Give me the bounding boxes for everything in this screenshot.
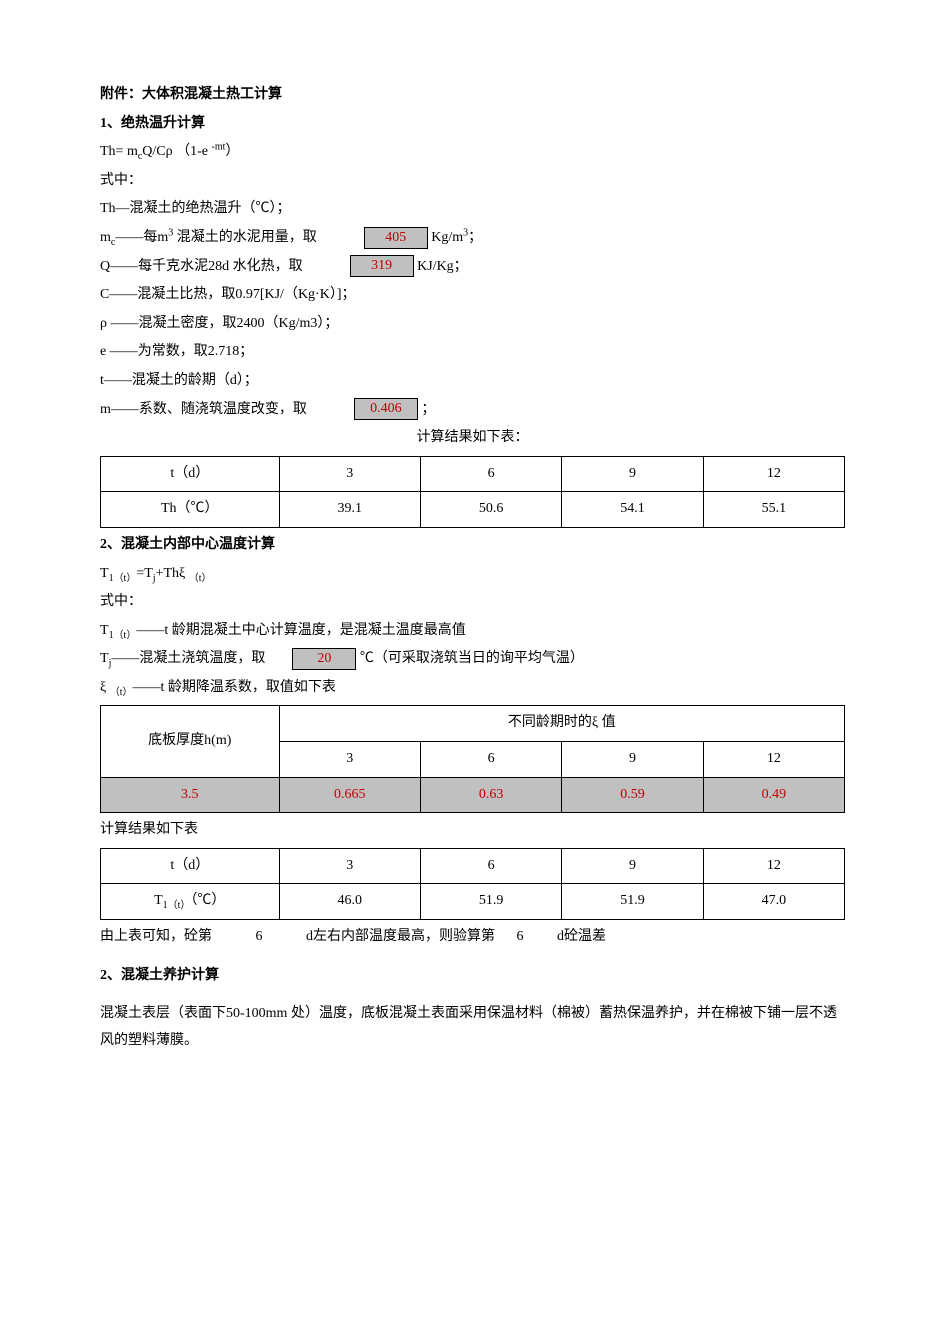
- value: 6: [256, 929, 263, 944]
- table-cell: 6: [420, 456, 561, 492]
- formula-sup: -mt: [212, 142, 226, 153]
- table-cell: 底板厚度h(m): [101, 706, 280, 777]
- table-cell: 39.1: [279, 492, 420, 528]
- text: ——t 龄期混凝土中心计算温度，是混凝土温度最高值: [136, 623, 465, 638]
- text: +Thξ: [156, 566, 189, 581]
- table-cell: 3: [279, 848, 420, 884]
- text: ；: [421, 402, 435, 417]
- table-row: 3.5 0.665 0.63 0.59 0.49: [101, 777, 845, 813]
- sub: 1（t）: [109, 629, 137, 640]
- s2-conclusion: 由上表可知，砼第 6 d左右内部温度最高，则验算第 6 d砼温差: [100, 924, 845, 951]
- s2-result-caption: 计算结果如下表: [100, 817, 845, 844]
- s1-line-mc: mc——每m3 混凝土的水泥用量，取 405 Kg/m3；: [100, 225, 845, 252]
- text: =T: [136, 566, 152, 581]
- table-cell: 6: [420, 742, 561, 778]
- s2-line-xi: ξ （t）——t 龄期降温系数，取值如下表: [100, 675, 845, 702]
- table-cell: 0.59: [562, 777, 703, 813]
- table-cell: 3.5: [101, 777, 280, 813]
- table-row: t（d） 3 6 9 12: [101, 456, 845, 492]
- formula-text: Q/Cρ （1-e: [142, 144, 211, 159]
- text: ℃（可采取浇筑当日的询平均气温）: [360, 651, 584, 666]
- table-cell: 51.9: [562, 884, 703, 920]
- table-cell: 46.0: [279, 884, 420, 920]
- unit: KJ/Kg；: [417, 259, 468, 274]
- table-row: t（d） 3 6 9 12: [101, 848, 845, 884]
- table-cell: 6: [420, 848, 561, 884]
- section2-heading: 2、混凝土内部中心温度计算: [100, 532, 845, 559]
- table-cell: 3: [279, 456, 420, 492]
- table-cell: 55.1: [703, 492, 844, 528]
- text: m: [100, 230, 111, 245]
- text: ——t 龄期降温系数，取值如下表: [133, 680, 336, 695]
- text: T: [100, 651, 109, 666]
- value: 6: [517, 929, 524, 944]
- table-row: 底板厚度h(m) 不同龄期时的ξ 值: [101, 706, 845, 742]
- sub: （t）: [110, 687, 133, 698]
- table-cell: 47.0: [703, 884, 844, 920]
- text: ——每m: [115, 230, 168, 245]
- s1-line-c: C——混凝土比热，取0.97[KJ/（Kg·K）]；: [100, 282, 845, 309]
- section3-heading: 2、混凝土养护计算: [100, 963, 845, 990]
- formula-text: Th= m: [100, 144, 138, 159]
- text: ξ: [100, 680, 110, 695]
- table-cell: 0.665: [279, 777, 420, 813]
- text: d左右内部温度最高，则验算第: [306, 929, 495, 944]
- table2: 底板厚度h(m) 不同龄期时的ξ 值 3 6 9 12 3.5 0.665 0.…: [100, 705, 845, 813]
- table-cell: 51.9: [420, 884, 561, 920]
- table-cell: 3: [279, 742, 420, 778]
- table-cell: t（d）: [101, 848, 280, 884]
- table-cell: 12: [703, 848, 844, 884]
- text: m——系数、随浇筑温度改变，取: [100, 402, 307, 417]
- text: 混凝土的水泥用量，取: [173, 230, 317, 245]
- table-cell: t（d）: [101, 456, 280, 492]
- section1-heading: 1、绝热温升计算: [100, 111, 845, 138]
- tj-input[interactable]: 20: [292, 648, 356, 670]
- s2-line-tj: Tj——混凝土浇筑温度，取 20 ℃（可采取浇筑当日的询平均气温）: [100, 646, 845, 673]
- sub: （t）: [189, 572, 212, 583]
- s1-line-e: e ——为常数，取2.718；: [100, 339, 845, 366]
- text: d砼温差: [557, 929, 606, 944]
- table1: t（d） 3 6 9 12 Th（℃） 39.1 50.6 54.1 55.1: [100, 456, 845, 528]
- table-row: Th（℃） 39.1 50.6 54.1 55.1: [101, 492, 845, 528]
- text: T: [100, 623, 109, 638]
- text: 由上表可知，砼第: [100, 929, 212, 944]
- text: T: [100, 566, 109, 581]
- table-cell: Th（℃）: [101, 492, 280, 528]
- m-input[interactable]: 0.406: [354, 398, 418, 420]
- table-cell: 0.49: [703, 777, 844, 813]
- text: ——混凝土浇筑温度，取: [111, 651, 265, 666]
- q-input[interactable]: 319: [350, 255, 414, 277]
- table-cell: 54.1: [562, 492, 703, 528]
- s1-shizhong: 式中：: [100, 168, 845, 195]
- s1-formula: Th= mcQ/Cρ （1-e -mt）: [100, 139, 845, 166]
- table-cell: 12: [703, 742, 844, 778]
- table-row: T1（t）（℃） 46.0 51.9 51.9 47.0: [101, 884, 845, 920]
- sub: 1（t）: [109, 572, 137, 583]
- s1-line-q: Q——每千克水泥28d 水化热，取 319 KJ/Kg；: [100, 254, 845, 281]
- s1-line-th: Th—混凝土的绝热温升（℃）；: [100, 196, 845, 223]
- table-cell: 9: [562, 848, 703, 884]
- s3-paragraph: 混凝土表层（表面下50-100mm 处）温度，底板混凝土表面采用保温材料（棉被）…: [100, 1001, 845, 1054]
- table-cell: 9: [562, 742, 703, 778]
- table-cell: 0.63: [420, 777, 561, 813]
- s1-line-t: t——混凝土的龄期（d）；: [100, 368, 845, 395]
- formula-text: ）: [225, 144, 239, 159]
- table-cell: 不同龄期时的ξ 值: [279, 706, 844, 742]
- s2-formula: T1（t）=Tj+Thξ （t）: [100, 561, 845, 588]
- s2-shizhong: 式中：: [100, 589, 845, 616]
- table-cell: 9: [562, 456, 703, 492]
- s1-line-m: m——系数、随浇筑温度改变，取 0.406 ；: [100, 397, 845, 424]
- table-cell: 50.6: [420, 492, 561, 528]
- mc-input[interactable]: 405: [364, 227, 428, 249]
- s1-result-caption: 计算结果如下表：: [100, 425, 845, 452]
- doc-title: 附件：大体积混凝土热工计算: [100, 82, 845, 109]
- table-cell: 12: [703, 456, 844, 492]
- table-cell: T1（t）（℃）: [101, 884, 280, 920]
- s1-line-rho: ρ ——混凝土密度，取2400（Kg/m3）；: [100, 311, 845, 338]
- text: Q——每千克水泥28d 水化热，取: [100, 259, 303, 274]
- table3: t（d） 3 6 9 12 T1（t）（℃） 46.0 51.9 51.9 47…: [100, 848, 845, 920]
- unit: Kg/m3；: [431, 230, 482, 245]
- s2-line-t1: T1（t）——t 龄期混凝土中心计算温度，是混凝土温度最高值: [100, 618, 845, 645]
